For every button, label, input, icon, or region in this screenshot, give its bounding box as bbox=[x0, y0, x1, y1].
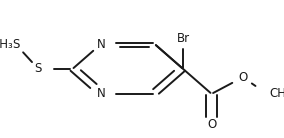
Text: N: N bbox=[97, 87, 105, 100]
Text: CH₃: CH₃ bbox=[0, 38, 13, 51]
Text: Br: Br bbox=[177, 32, 190, 45]
Text: S: S bbox=[12, 38, 19, 51]
Text: O: O bbox=[238, 71, 247, 84]
Text: O: O bbox=[207, 118, 216, 131]
Text: N: N bbox=[97, 38, 105, 51]
Text: CH₂CH₃: CH₂CH₃ bbox=[270, 87, 284, 100]
Text: S: S bbox=[35, 63, 42, 75]
